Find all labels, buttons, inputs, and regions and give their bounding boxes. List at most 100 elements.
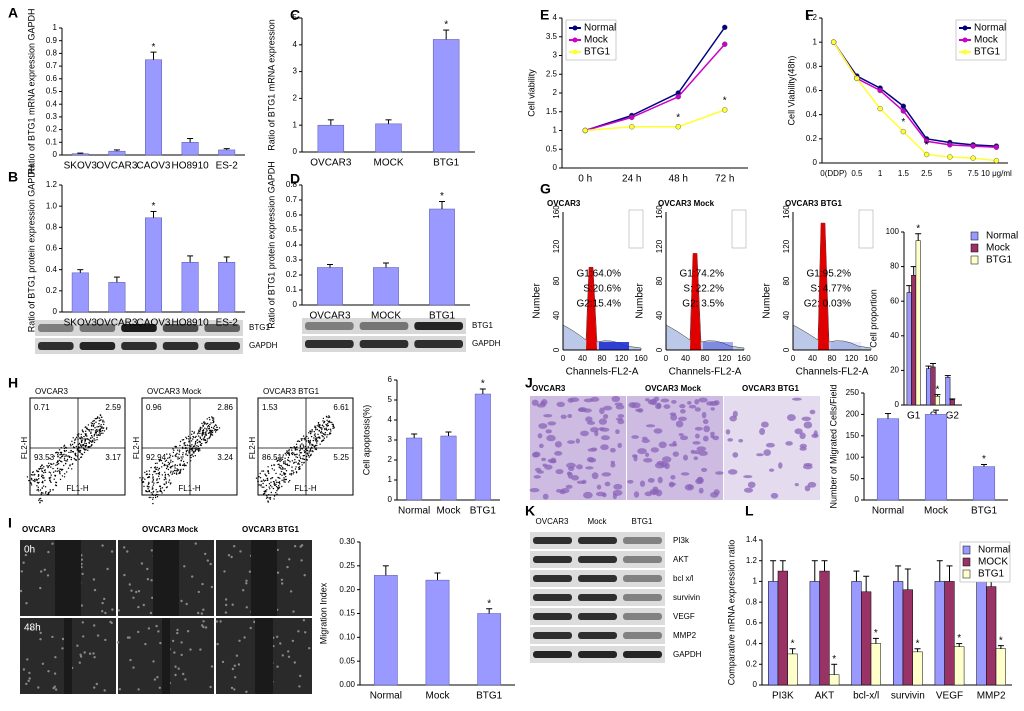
cell <box>662 456 672 463</box>
cell <box>695 433 700 439</box>
cell <box>202 625 205 629</box>
cell <box>137 688 140 691</box>
flow-dot <box>93 422 95 425</box>
flow-dot <box>100 424 102 426</box>
flow-dot <box>90 435 93 437</box>
flow-dot <box>208 426 210 428</box>
flow-dot <box>288 453 290 455</box>
flow-dot <box>206 426 209 428</box>
marker <box>854 75 860 82</box>
tick-label: 120 <box>718 354 732 363</box>
flow-dot <box>261 480 263 482</box>
flow-dot <box>37 470 40 473</box>
flow-dot <box>212 419 214 421</box>
flow-dot <box>43 472 45 474</box>
cell <box>130 589 133 592</box>
flow-dot <box>157 469 159 471</box>
flow-dot <box>211 417 214 419</box>
flow-dot <box>332 424 334 427</box>
g2-region <box>703 342 733 350</box>
y-axis-label: Comparative mRNA expression ratio <box>726 540 736 686</box>
flow-dot <box>155 489 157 491</box>
flow-dot <box>52 471 55 473</box>
cell <box>103 597 106 601</box>
flow-dot <box>90 445 93 447</box>
cell <box>128 636 131 639</box>
cell <box>177 667 180 670</box>
y-tick-label: 40 <box>890 331 899 340</box>
flow-dot <box>284 481 286 483</box>
flow-dot <box>101 429 104 432</box>
histogram-title: OVCAR3 Mock <box>658 199 715 208</box>
y-tick-label: 0.1 <box>286 285 298 294</box>
flow-dot <box>178 457 181 460</box>
bar <box>976 581 987 686</box>
flow-dot <box>179 463 181 465</box>
flow-dot <box>40 499 42 502</box>
wound <box>162 618 170 694</box>
cell <box>715 471 724 475</box>
tick-label: 40 <box>552 311 561 320</box>
flow-dot <box>266 495 268 497</box>
bar <box>317 267 343 306</box>
y-tick-label: 0.6 <box>46 74 58 83</box>
x-tick-label: SKOV3 <box>64 161 98 172</box>
flow-dot <box>41 474 43 476</box>
cell <box>304 631 307 634</box>
cell <box>249 626 252 630</box>
flow-dot <box>103 423 105 426</box>
flow-dot <box>37 488 39 491</box>
y-tick-label: 0.2 <box>806 134 818 143</box>
flow-dot <box>167 457 169 459</box>
flow-dot <box>308 450 310 452</box>
legend-label: BTG1 <box>584 47 611 58</box>
quadrant-value: 93.53 <box>34 453 55 462</box>
image-title: OVCAR3 Mock <box>645 384 702 393</box>
flow-dot <box>58 459 61 461</box>
flow-dot <box>209 433 212 435</box>
flow-dot <box>307 439 310 442</box>
tick-label: 0 <box>782 347 791 352</box>
flow-dot <box>279 483 281 485</box>
flow-dot <box>164 460 167 462</box>
flow-dot <box>141 479 143 481</box>
flow-dot <box>32 480 34 482</box>
bar <box>373 267 399 306</box>
bar <box>440 435 457 501</box>
cell <box>183 565 186 568</box>
bar <box>108 282 126 313</box>
flow-dot <box>49 479 51 482</box>
cell <box>231 603 234 606</box>
flow-dot <box>172 448 174 450</box>
flow-dot <box>61 455 64 457</box>
flow-dot <box>209 431 211 433</box>
cell <box>729 415 737 422</box>
panel-letter: B <box>8 169 18 185</box>
cycle-stat: G2: 0.03% <box>804 299 851 310</box>
bar <box>986 586 997 686</box>
quadrant-value: 1.53 <box>262 403 278 412</box>
panel-letter: C <box>290 7 300 23</box>
cell <box>106 567 109 571</box>
x-tick-label: 1.5 <box>898 169 910 178</box>
marker <box>722 24 728 31</box>
y-tick-label: 1.2 <box>806 13 818 22</box>
blot-band <box>38 324 74 332</box>
cell <box>101 544 104 547</box>
flow-dot <box>299 466 301 468</box>
tick-label: 80 <box>828 354 837 363</box>
flow-dot <box>83 448 86 450</box>
flow-dot <box>197 435 200 437</box>
flow-dot <box>275 472 277 475</box>
bar <box>972 466 996 501</box>
flow-dot <box>49 457 51 460</box>
cell <box>227 554 231 557</box>
flow-dot <box>80 453 83 455</box>
flow-dot <box>280 470 283 473</box>
legend-marker <box>962 25 968 31</box>
flow-dot <box>307 454 310 457</box>
cell <box>645 398 650 402</box>
flow-dot <box>42 475 44 477</box>
flow-dot <box>166 486 168 488</box>
flow-dot <box>210 430 212 433</box>
